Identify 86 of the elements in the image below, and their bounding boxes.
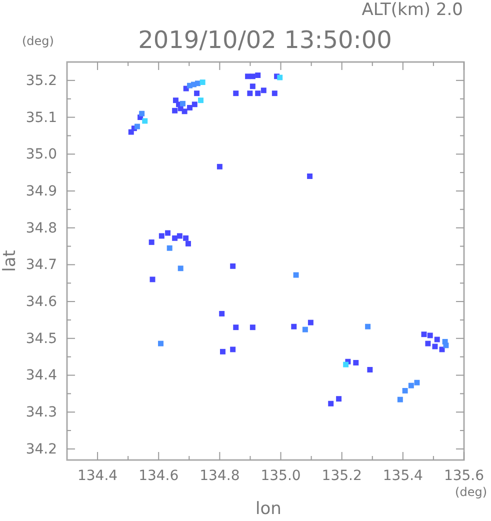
- x-tick-label: 134.4: [77, 468, 118, 484]
- point: [353, 360, 359, 366]
- point: [421, 332, 427, 338]
- point: [220, 348, 226, 354]
- x-tick-label: 134.6: [138, 468, 179, 484]
- point: [134, 124, 140, 130]
- y-tick-label: 34.9: [26, 183, 57, 200]
- point: [277, 74, 283, 80]
- point: [230, 263, 236, 269]
- x-tick-label: 135.6: [444, 468, 484, 484]
- x-tick-label: 135.2: [322, 468, 362, 484]
- point: [186, 240, 191, 246]
- point: [200, 80, 206, 86]
- point: [180, 100, 186, 106]
- point: [230, 346, 236, 352]
- y-tick-label: 35.0: [26, 146, 57, 163]
- point: [425, 340, 431, 346]
- point: [328, 400, 334, 406]
- text: (deg): [455, 485, 487, 499]
- point: [307, 174, 313, 179]
- point: [365, 324, 371, 330]
- point: [247, 90, 253, 96]
- point: [245, 74, 251, 80]
- point: [192, 102, 198, 108]
- point: [176, 233, 182, 239]
- y-tick-label: 35.1: [26, 110, 57, 126]
- point: [414, 380, 420, 386]
- point: [198, 98, 204, 104]
- point: [158, 340, 164, 346]
- point: [165, 230, 171, 236]
- point: [178, 266, 184, 272]
- point: [216, 164, 222, 170]
- point: [187, 104, 193, 110]
- point: [194, 80, 200, 86]
- point: [250, 324, 256, 330]
- point: [150, 276, 156, 282]
- text: (deg): [22, 34, 54, 48]
- y-tick-label: 34.6: [26, 294, 58, 310]
- point: [183, 235, 189, 241]
- point: [158, 233, 164, 239]
- chart-subtitle: ALT(km) 2.0: [362, 0, 463, 20]
- point: [408, 382, 414, 388]
- point: [367, 366, 373, 372]
- point: [427, 332, 433, 338]
- point: [148, 239, 154, 245]
- point: [397, 396, 403, 402]
- point: [194, 90, 200, 96]
- x-tick-label: 134.8: [200, 468, 240, 484]
- y-tick-label: 34.3: [26, 404, 57, 421]
- point: [336, 396, 342, 402]
- point: [291, 324, 297, 330]
- chart-title: 2019/10/02 13:50:00: [138, 26, 392, 54]
- point: [293, 272, 299, 278]
- point: [182, 108, 188, 114]
- point: [434, 336, 440, 342]
- point: [255, 90, 261, 96]
- point: [139, 110, 145, 116]
- point: [250, 84, 256, 90]
- point: [343, 362, 349, 368]
- point: [172, 235, 178, 241]
- y-axis-title: lat: [0, 250, 20, 272]
- y-tick-label: 34.4: [26, 368, 58, 384]
- x-tick-label: 135.0: [260, 468, 301, 484]
- point: [142, 118, 148, 124]
- point: [272, 90, 278, 96]
- point: [302, 326, 308, 332]
- point: [308, 320, 314, 326]
- point: [233, 90, 239, 96]
- x-axis-title: lon: [256, 499, 282, 519]
- point: [443, 342, 449, 348]
- point: [255, 72, 261, 78]
- point: [402, 388, 408, 394]
- y-tick-label: 35.2: [26, 72, 57, 89]
- point: [172, 108, 178, 114]
- y-tick-label: 34.2: [26, 441, 57, 458]
- point: [432, 344, 438, 350]
- y-tick-label: 34.7: [26, 257, 57, 274]
- point: [219, 310, 225, 316]
- point: [233, 324, 239, 330]
- y-tick-label: 34.5: [26, 330, 57, 347]
- point: [439, 346, 445, 352]
- x-tick-label: 135.4: [382, 468, 424, 484]
- point: [260, 88, 266, 94]
- point: [250, 74, 256, 80]
- y-tick-label: 34.8: [26, 220, 57, 236]
- point: [166, 245, 172, 251]
